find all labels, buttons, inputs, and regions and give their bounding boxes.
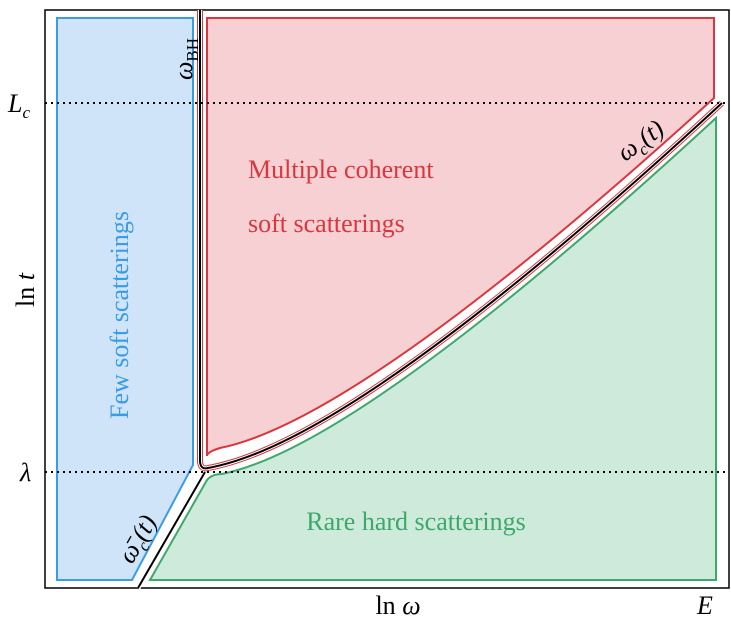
few-label: Few soft scatterings (105, 211, 134, 419)
coherent-curve (199, 10, 723, 470)
y-label: ln t (11, 272, 40, 307)
multiple-label-1: Multiple coherent (248, 155, 434, 184)
rare-region (148, 115, 717, 581)
rare-label: Rare hard scatterings (306, 507, 525, 536)
multiple-region (206, 17, 715, 457)
bh-label: ωBH (169, 38, 202, 80)
x-end: E (696, 591, 713, 619)
x-label: ln ω (375, 591, 420, 619)
multiple-label-2: soft scatterings (248, 209, 405, 238)
lc-label: Lc (7, 89, 30, 122)
low-curve (137, 471, 206, 589)
lambda-label: λ (19, 458, 31, 487)
few-region (56, 17, 194, 581)
